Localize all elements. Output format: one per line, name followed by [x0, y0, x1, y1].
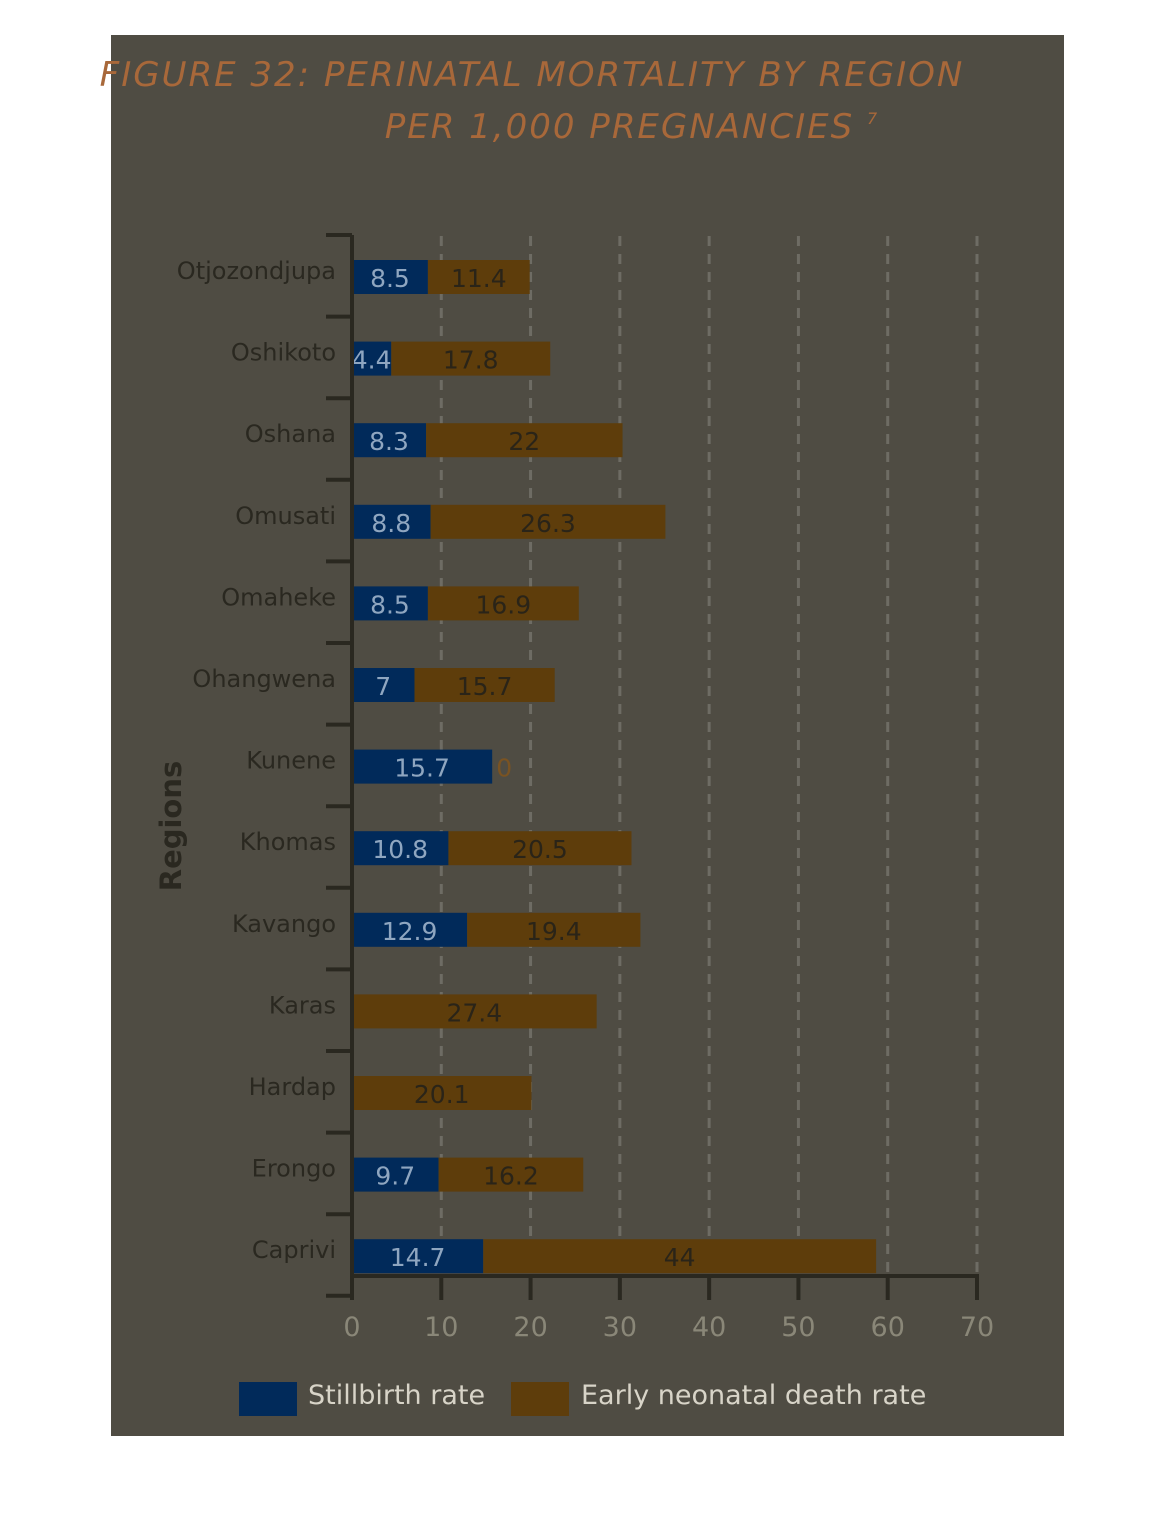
x-tick-label-10: 10 — [424, 1312, 458, 1343]
category-label-caprivi: Caprivi — [252, 1236, 336, 1264]
title-footnote: 7 — [867, 109, 880, 128]
data-label-neonatal-karas: 27.4 — [446, 998, 502, 1027]
bar-neonatal-erongo — [438, 1157, 584, 1192]
x-tick-label-70: 70 — [960, 1312, 994, 1343]
data-label-neonatal-oshikoto: 17.8 — [443, 346, 499, 375]
x-tick-label-20: 20 — [513, 1312, 547, 1343]
data-label-stillbirth-oshikoto: 4.4 — [352, 346, 392, 375]
bar-neonatal-karas — [352, 994, 597, 1029]
data-label-neonatal-caprivi: 44 — [664, 1243, 696, 1272]
bar-stillbirth-oshana — [352, 423, 427, 458]
data-label-stillbirth-caprivi: 14.7 — [390, 1243, 446, 1272]
bar-stillbirth-khomas — [352, 831, 449, 866]
category-label-ohangwena: Ohangwena — [192, 665, 336, 693]
bar-neonatal-caprivi — [483, 1239, 877, 1274]
category-label-kavango: Kavango — [232, 910, 336, 938]
data-label-stillbirth-otjozondjupa: 8.5 — [370, 264, 410, 293]
x-tick-label-30: 30 — [603, 1312, 637, 1343]
data-label-neonatal-omaheke: 16.9 — [476, 590, 532, 619]
data-label-stillbirth-khomas: 10.8 — [372, 835, 428, 864]
data-label-stillbirth-ohangwena: 7 — [375, 672, 391, 701]
bar-stillbirth-oshikoto — [352, 341, 392, 376]
data-label-neonatal-omusati: 26.3 — [520, 509, 576, 538]
chart-subtitle-text: PER 1,000 PREGNANCIES — [384, 107, 855, 147]
x-tick-label-50: 50 — [781, 1312, 815, 1343]
bar-stillbirth-omaheke — [352, 586, 428, 621]
legend-swatch-neonatal — [511, 1382, 569, 1416]
data-label-neonatal-ohangwena: 15.7 — [457, 672, 513, 701]
chart-title: FIGURE 32: PERINATAL MORTALITY BY REGION — [99, 55, 965, 95]
bar-stillbirth-ohangwena — [352, 668, 415, 702]
chart-subtitle: PER 1,000 PREGNANCIES 7 — [0, 107, 1174, 147]
category-label-otjozondjupa: Otjozondjupa — [177, 257, 336, 285]
data-label-neonatal-otjozondjupa: 11.4 — [451, 264, 507, 293]
category-label-karas: Karas — [269, 991, 336, 1019]
data-label-stillbirth-kavango: 12.9 — [382, 917, 438, 946]
bar-neonatal-otjozondjupa — [427, 260, 530, 294]
x-tick-label-0: 0 — [343, 1312, 360, 1343]
bar-stillbirth-otjozondjupa — [352, 260, 428, 294]
bar-stillbirth-kunene — [352, 749, 493, 784]
legend-label-stillbirth: Stillbirth rate — [308, 1380, 486, 1411]
data-label-neonatal-kunene: 0 — [496, 754, 512, 783]
category-label-khomas: Khomas — [240, 828, 336, 856]
bar-neonatal-hardap — [352, 1076, 532, 1110]
legend-swatch-stillbirth — [239, 1382, 297, 1416]
data-label-neonatal-khomas: 20.5 — [512, 835, 568, 864]
data-label-neonatal-erongo: 16.2 — [483, 1162, 539, 1191]
bar-neonatal-kavango — [467, 912, 641, 947]
bar-neonatal-khomas — [448, 831, 632, 866]
data-label-stillbirth-omusati: 8.8 — [371, 509, 411, 538]
category-label-oshana: Oshana — [245, 420, 336, 448]
legend-label-neonatal: Early neonatal death rate — [581, 1380, 927, 1411]
x-tick-label-60: 60 — [871, 1312, 905, 1343]
category-label-hardap: Hardap — [249, 1073, 336, 1101]
bar-neonatal-omusati — [430, 504, 666, 539]
data-label-stillbirth-oshana: 8.3 — [369, 427, 409, 456]
data-label-neonatal-kavango: 19.4 — [526, 917, 582, 946]
chart-panel — [111, 35, 1064, 1436]
category-label-omaheke: Omaheke — [221, 583, 336, 611]
bar-neonatal-oshana — [426, 423, 623, 458]
bar-stillbirth-erongo — [352, 1157, 439, 1192]
data-label-stillbirth-omaheke: 8.5 — [370, 590, 410, 619]
bar-stillbirth-omusati — [352, 504, 431, 539]
category-label-erongo: Erongo — [252, 1155, 336, 1183]
data-label-neonatal-oshana: 22 — [508, 427, 540, 456]
bar-neonatal-oshikoto — [391, 341, 551, 376]
category-label-oshikoto: Oshikoto — [231, 339, 336, 367]
data-label-stillbirth-kunene: 15.7 — [394, 754, 450, 783]
bar-neonatal-ohangwena — [414, 668, 555, 702]
bar-stillbirth-kavango — [352, 912, 468, 947]
bar-neonatal-omaheke — [427, 586, 579, 621]
data-label-neonatal-hardap: 20.1 — [414, 1080, 470, 1109]
category-label-kunene: Kunene — [246, 747, 336, 775]
category-label-omusati: Omusati — [235, 502, 336, 530]
y-axis-title: Regions — [154, 761, 188, 892]
bar-stillbirth-caprivi — [352, 1239, 484, 1274]
data-label-stillbirth-erongo: 9.7 — [375, 1162, 415, 1191]
x-tick-label-40: 40 — [692, 1312, 726, 1343]
